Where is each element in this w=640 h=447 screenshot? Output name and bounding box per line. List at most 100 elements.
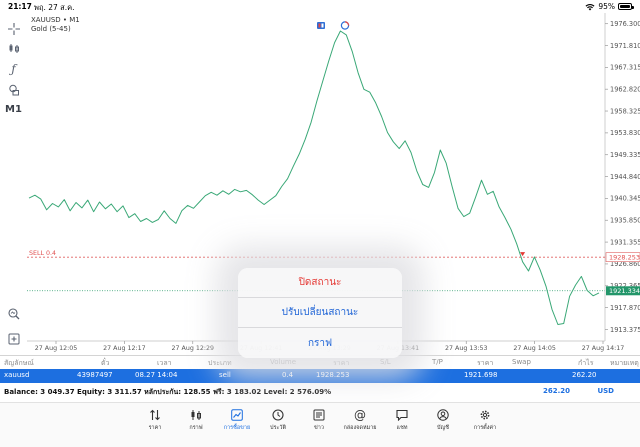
- tab-trade-label: การซื้อขาย: [223, 425, 251, 431]
- row-type: sell: [219, 371, 231, 379]
- one-click-trade-icon: [317, 22, 325, 29]
- tab-bar: ราคา กราฟ การซื้อขาย ประวัติ ข่าว @ กล่อ…: [0, 402, 640, 447]
- col-comment: หมายเหตุ: [610, 359, 639, 367]
- row-ticket: 43987497: [77, 371, 113, 379]
- x-tick-label: 27 Aug 12:17: [103, 345, 145, 352]
- y-tick-label: 1953.830: [610, 129, 640, 137]
- row-time: 08.27 14:04: [135, 371, 178, 379]
- tab-chat[interactable]: แชท: [382, 408, 422, 432]
- battery-fill: [620, 5, 631, 8]
- mailbox-icon: @: [354, 408, 366, 422]
- row-symbol: xauusd: [4, 371, 30, 379]
- tab-chat-label: แชท: [396, 425, 408, 431]
- wifi-icon: [585, 3, 595, 10]
- x-tick-label: 27 Aug 14:17: [582, 345, 624, 352]
- sell-price-badge: [605, 252, 640, 262]
- one-click-sell-mark: [318, 23, 321, 28]
- tab-chart[interactable]: กราฟ: [176, 408, 216, 432]
- col-ticket: ตั๋ว: [101, 359, 110, 367]
- y-tick-label: 1917.870: [610, 304, 640, 312]
- quotes-icon: [135, 408, 175, 422]
- y-tick-label: 1949.335: [610, 151, 640, 159]
- objects-icon[interactable]: [4, 80, 23, 99]
- x-tick-label: 27 Aug 12:05: [35, 345, 77, 352]
- battery-icon: [618, 3, 634, 10]
- tab-quotes-label: ราคา: [148, 425, 162, 431]
- chart-symbol: XAUUSD • M1: [31, 16, 80, 24]
- row-volume: 0.4: [282, 371, 294, 379]
- one-click-buy-mark: [321, 23, 324, 28]
- col-symbol: สัญลักษณ์: [4, 359, 34, 367]
- modify-position-button[interactable]: ปรับเปลี่ยนสถานะ: [238, 298, 402, 328]
- status-date: พฤ. 27 ส.ค.: [34, 3, 75, 12]
- settings-icon: [465, 408, 505, 422]
- tab-news[interactable]: ข่าว: [299, 408, 339, 432]
- y-tick-label: 1976.300: [610, 20, 640, 28]
- row-cur-price: 1921.698: [464, 371, 498, 379]
- status-right: 95%: [585, 2, 634, 11]
- y-tick-label: 1926.860: [610, 260, 640, 268]
- y-tick-label: 1971.810: [610, 42, 640, 50]
- y-tick-label: 1940.345: [610, 195, 640, 203]
- y-tick-label: 1958.325: [610, 107, 640, 115]
- news-icon: [299, 408, 339, 422]
- history-icon: [258, 408, 298, 422]
- x-tick-label: 27 Aug 13:53: [445, 345, 487, 352]
- tab-news-label: ข่าว: [314, 425, 324, 431]
- y-tick-label: 1962.820: [610, 85, 640, 93]
- zoom-icon[interactable]: [4, 304, 23, 323]
- bid-price-label: 1921.334: [609, 287, 640, 295]
- bid-price-badge: [606, 286, 640, 296]
- status-time: 21:17: [8, 2, 32, 11]
- tab-settings-label: การตั้งค่า: [473, 425, 497, 431]
- add-icon[interactable]: [4, 329, 23, 348]
- trade-icon: [217, 408, 257, 422]
- col-profit: กำไร: [578, 359, 594, 367]
- tab-account[interactable]: บัญชี: [423, 408, 463, 432]
- x-tick-label: 27 Aug 14:05: [513, 345, 555, 352]
- y-tick-label: 1935.850: [610, 217, 640, 225]
- col-time: เวลา: [157, 359, 172, 367]
- col-price: ราคา: [333, 359, 350, 367]
- y-tick-label: 1922.365: [610, 282, 640, 290]
- crosshair-icon[interactable]: [4, 19, 23, 38]
- close-position-button[interactable]: ปิดสถานะ: [238, 268, 402, 298]
- account-icon: [423, 408, 463, 422]
- chart-button[interactable]: กราฟ: [307, 337, 333, 349]
- row-price: 1928.253: [316, 371, 350, 379]
- col-swap: Swap: [512, 358, 531, 366]
- status-bar: 21:17 พฤ. 27 ส.ค. 95%: [0, 0, 640, 13]
- battery-percent: 95%: [598, 2, 615, 11]
- col-sl: S/L: [380, 358, 391, 366]
- position-action-sheet: ปิดสถานะ ปรับเปลี่ยนสถานะ กราฟ: [238, 268, 402, 358]
- function-icon[interactable]: ƒ: [11, 61, 16, 76]
- tab-chart-label: กราฟ: [189, 425, 203, 431]
- col-type: ประเภท: [208, 359, 232, 367]
- timeframe-button[interactable]: M1: [5, 104, 22, 115]
- col-volume: Volume: [270, 358, 297, 366]
- tab-account-label: บัญชี: [437, 425, 449, 431]
- tab-settings[interactable]: การตั้งค่า: [465, 408, 505, 432]
- balance-currency: USD: [597, 387, 614, 395]
- y-tick-label: 1944.840: [610, 173, 640, 181]
- y-tick-label: 1967.315: [610, 64, 640, 72]
- chart-icon: [176, 408, 216, 422]
- tab-history[interactable]: ประวัติ: [258, 408, 298, 432]
- x-tick-label: 27 Aug 12:29: [172, 345, 214, 352]
- sell-entry-marker: [520, 252, 526, 257]
- chart-description: Gold (5-45): [31, 25, 71, 33]
- col-cur-price: ราคา: [477, 359, 494, 367]
- tab-trade[interactable]: การซื้อขาย: [217, 408, 257, 432]
- sell-price-label: 1928.253: [609, 253, 640, 261]
- sell-line-label: SELL 0.4: [29, 250, 56, 257]
- total-profit: 262.20: [542, 387, 570, 395]
- chart-toolbar: ƒ M1: [0, 13, 27, 355]
- price-series-line: [28, 30, 600, 325]
- balance-bar: Balance: 3 049.37 Equity: 3 311.57 หลักป…: [0, 385, 640, 399]
- tab-mailbox[interactable]: @ กล่องจดหมาย: [340, 408, 380, 432]
- tab-quotes[interactable]: ราคา: [135, 408, 175, 432]
- y-tick-label: 1931.355: [610, 238, 640, 246]
- row-profit: 262.20: [572, 371, 597, 379]
- position-row[interactable]: xauusd 43987497 08.27 14:04 sell 0.4 192…: [0, 369, 640, 383]
- indicators-icon[interactable]: [4, 38, 23, 57]
